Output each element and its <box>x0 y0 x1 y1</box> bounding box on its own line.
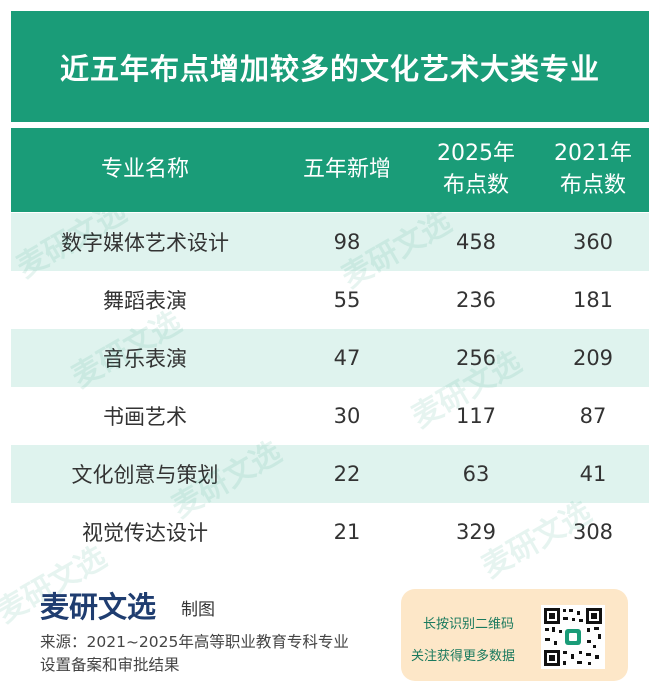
table-row: 视觉传达设计 21 329 308 <box>11 503 649 561</box>
row-2021: 360 <box>572 230 614 254</box>
qr-text-scan: 长按识别二维码 <box>423 617 515 632</box>
header-2025-year: 2025年 <box>437 141 515 167</box>
table-row: 音乐表演 47 256 209 <box>11 329 649 387</box>
table-row: 书画艺术 30 117 87 <box>11 387 649 445</box>
row-2025: 236 <box>455 288 497 312</box>
header-name: 专业名称 <box>100 157 189 183</box>
row-2021: 209 <box>572 346 614 370</box>
row-2021: 308 <box>572 520 614 544</box>
row-2025: 63 <box>462 462 490 486</box>
row-added: 98 <box>333 230 361 254</box>
row-2021: 41 <box>579 462 607 486</box>
header-2025: 2025年 布点数 <box>415 128 537 212</box>
table-title: 近五年布点增加较多的文化艺术大类专业 <box>11 11 649 122</box>
row-name: 舞蹈表演 <box>103 289 187 313</box>
row-name: 视觉传达设计 <box>82 521 208 545</box>
row-2025: 117 <box>455 404 497 428</box>
row-2021: 181 <box>572 288 614 312</box>
brand-name: 麦研文选 <box>40 590 157 624</box>
table-row: 舞蹈表演 55 236 181 <box>11 271 649 329</box>
header-added: 五年新增 <box>302 157 391 183</box>
qr-promo: 长按识别二维码 关注获得更多数据 <box>401 589 628 681</box>
table-header: 专业名称 五年新增 2025年 布点数 2021年 布点数 <box>11 128 649 212</box>
header-2021-label: 布点数 <box>559 173 626 198</box>
row-added: 55 <box>333 288 361 312</box>
row-name: 文化创意与策划 <box>71 463 219 487</box>
row-2021: 87 <box>579 404 607 428</box>
header-2025-label: 布点数 <box>442 173 509 198</box>
brand-caption: 制图 <box>181 600 215 620</box>
row-2025: 256 <box>455 346 497 370</box>
row-name: 数字媒体艺术设计 <box>61 231 229 255</box>
row-2025: 329 <box>455 520 497 544</box>
table-row: 数字媒体艺术设计 98 458 360 <box>11 213 649 271</box>
qr-text-follow: 关注获得更多数据 <box>411 649 516 664</box>
row-added: 21 <box>333 520 361 544</box>
row-name: 音乐表演 <box>103 347 187 371</box>
header-2021: 2021年 布点数 <box>537 128 649 212</box>
table-row: 文化创意与策划 22 63 41 <box>11 445 649 503</box>
row-added: 30 <box>333 404 361 428</box>
row-name: 书画艺术 <box>103 405 187 429</box>
row-added: 22 <box>333 462 361 486</box>
header-2021-year: 2021年 <box>554 141 632 167</box>
source-note: 来源：2021~2025年高等职业教育专科专业设置备案和审批结果 <box>40 633 349 674</box>
row-2025: 458 <box>455 230 497 254</box>
qr-code-icon[interactable] <box>541 605 605 669</box>
row-added: 47 <box>333 346 361 370</box>
